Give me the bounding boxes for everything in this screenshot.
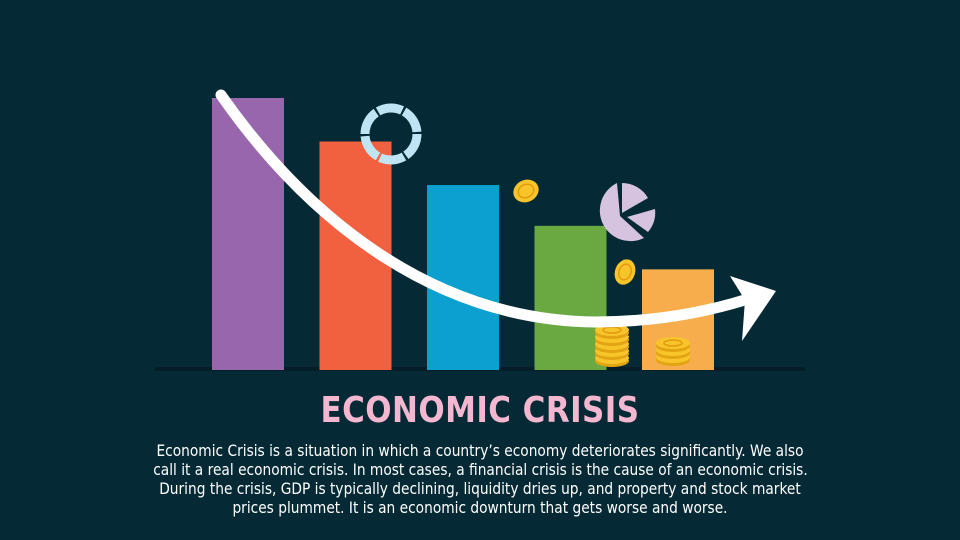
coin-stack-icon	[656, 337, 690, 366]
ring-chart-icon	[360, 103, 422, 165]
description-line: call it a real economic crisis. In most …	[153, 460, 808, 479]
bar	[427, 185, 499, 370]
pie-chart-icon	[599, 182, 656, 242]
description-line: Economic Crisis is a situation in which …	[156, 441, 804, 460]
coin-icon	[513, 179, 539, 203]
downtrend-arrow-icon	[215, 89, 776, 341]
coin-icon	[614, 259, 636, 285]
description-line: prices plummet. It is an economic downtu…	[232, 498, 728, 517]
description-line: During the crisis, GDP is typically decl…	[159, 479, 801, 498]
page-title: ECONOMIC CRISIS	[320, 390, 640, 431]
economic-crisis-illustration	[155, 89, 805, 371]
bar	[212, 98, 284, 370]
description: Economic Crisis is a situation in which …	[153, 441, 808, 517]
coin-stack-icon	[595, 324, 629, 367]
bar	[534, 225, 607, 370]
